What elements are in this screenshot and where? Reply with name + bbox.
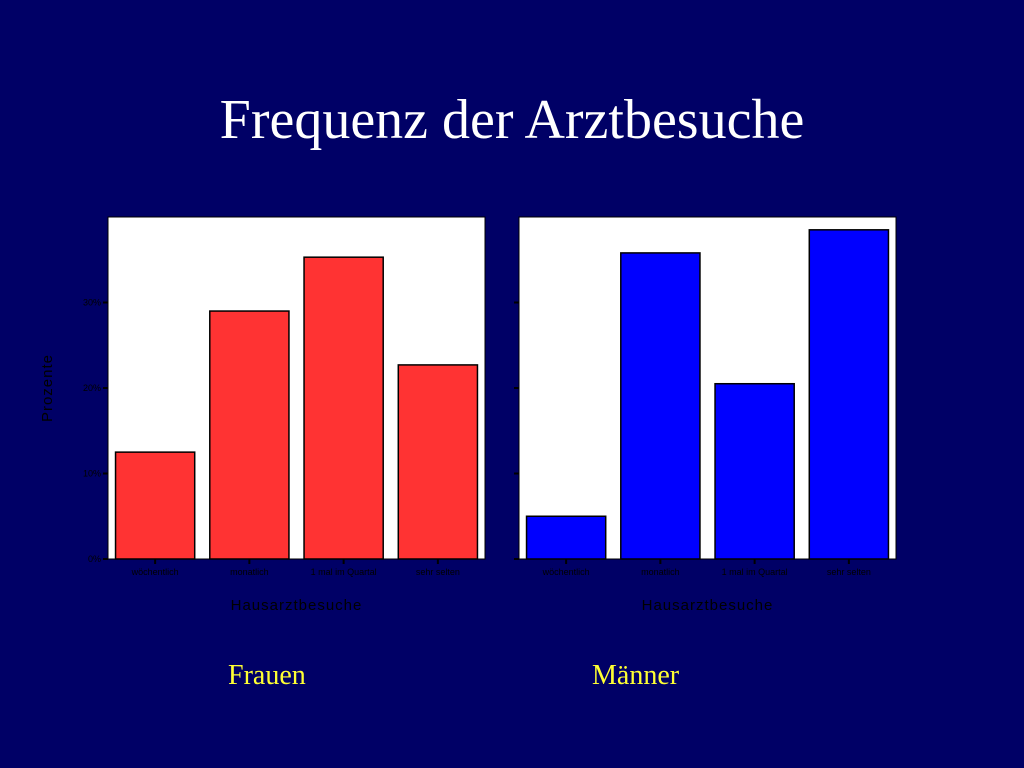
bar-1 [114,451,196,560]
x-tick-label: 1 mal im Quartal [311,567,377,577]
x-axis-title: Hausarztbesuche [642,597,774,614]
x-tick-label: sehr selten [416,567,460,577]
bar-3 [303,256,384,560]
frauen-label: Frauen [228,660,306,691]
y-tick-label: 20% [83,383,101,393]
x-tick-label: 1 mal im Quartal [722,567,788,577]
bar-4 [808,229,890,560]
chart-frauen: 0% 10% 20% 30% wöchentlich monatlich 1 mal im … [39,216,486,614]
bar-3 [714,382,795,560]
x-tick-label: monatlich [641,567,680,577]
x-tick-label: wöchentlich [542,567,590,577]
bar-2 [620,252,701,560]
y-axis-title: Prozente [39,354,56,422]
x-axis-title: Hausarztbesuche [231,597,363,614]
y-tick-label: 30% [83,298,101,308]
slide-title: Frequenz der Arztbesuche [219,89,805,151]
bar-1 [525,515,607,560]
bar-2 [209,310,290,560]
y-tick-label: 10% [83,469,101,479]
y-tick-label: 0% [88,554,101,564]
x-tick-label: wöchentlich [131,567,179,577]
x-tick-label: monatlich [230,567,269,577]
x-tick-label: sehr selten [827,567,871,577]
chart-maenner: wöchentlich monatlich 1 mal im Quartal sehr… [514,216,897,614]
maenner-label: Männer [592,660,680,691]
bar-4 [397,364,479,560]
